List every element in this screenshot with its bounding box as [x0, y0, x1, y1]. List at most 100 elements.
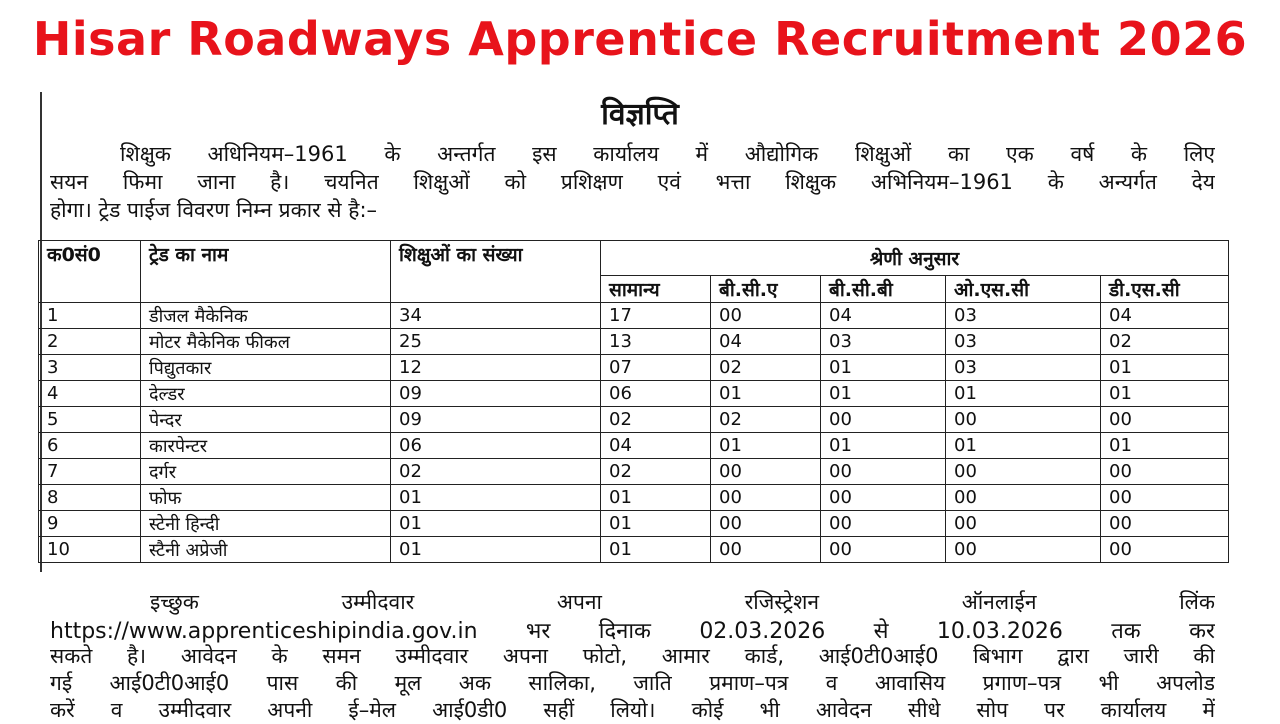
- table-cell: 2: [38, 328, 141, 355]
- table-cell: 00: [945, 406, 1101, 433]
- header-cell: बी.सी.बी: [820, 275, 946, 303]
- table-cell: 4: [38, 380, 141, 407]
- table-cell: 9: [38, 510, 141, 537]
- table-cell: मोटर मैकेनिक फीकल: [140, 328, 391, 355]
- table-cell: 00: [710, 458, 821, 485]
- table-cell: 7: [38, 458, 141, 485]
- table-cell: 01: [945, 380, 1101, 407]
- table-cell: देल्डर: [140, 380, 391, 407]
- table-cell: 03: [945, 302, 1101, 329]
- footer-line: https://www.apprenticeshipindia.gov.in भ…: [50, 619, 1215, 644]
- table-cell: 00: [820, 458, 946, 485]
- table-cell: 00: [820, 536, 946, 563]
- table-cell: 25: [390, 328, 601, 355]
- table-cell: 01: [945, 432, 1101, 459]
- table-cell: फोफ: [140, 484, 391, 511]
- table-cell: 8: [38, 484, 141, 511]
- table-cell: 01: [710, 380, 821, 407]
- table-cell: 00: [710, 302, 821, 329]
- table-cell: 13: [600, 328, 711, 355]
- table-cell: 00: [710, 510, 821, 537]
- table-cell: 00: [1100, 484, 1229, 511]
- table-cell: कारपेन्टर: [140, 432, 391, 459]
- table-cell: 01: [1100, 380, 1229, 407]
- header-cell: श्रेणी अनुसार: [600, 240, 1229, 276]
- table-cell: 00: [945, 458, 1101, 485]
- table-cell: 00: [1100, 536, 1229, 563]
- table-cell: 00: [1100, 406, 1229, 433]
- header-cell: ट्रेड का नाम: [140, 240, 391, 303]
- header-row: सामान्य बी.सी.ए बी.सी.बी ओ.एस.सी डी.एस.सी: [39, 275, 1229, 303]
- table-cell: 01: [600, 536, 711, 563]
- table-cell: 07: [600, 354, 711, 381]
- table-cell: 01: [710, 432, 821, 459]
- footer-line: इच्छुक उम्मीदवार अपना रजिस्ट्रेशन ऑनलाईन…: [150, 590, 1215, 614]
- table-cell: 00: [945, 536, 1101, 563]
- table-cell: 00: [1100, 458, 1229, 485]
- table-cell: 17: [600, 302, 711, 329]
- table-cell: 00: [820, 510, 946, 537]
- table-row: 6 कारपेन्टर 06 04 01 01 01 01: [38, 432, 1229, 459]
- table-cell: पिद्युतकार: [140, 354, 391, 381]
- table-cell: 00: [710, 536, 821, 563]
- table-row: 8 फोफ 01 01 00 00 00 00: [38, 484, 1229, 511]
- table-body: 1 डीजल मैकेनिक 34 17 00 04 03 04 2 मोटर मैकेनिक फ…: [38, 302, 1229, 563]
- table-cell: 01: [600, 484, 711, 511]
- table-cell: पेन्दर: [140, 406, 391, 433]
- table-cell: 00: [820, 406, 946, 433]
- table-cell: 01: [1100, 354, 1229, 381]
- table-cell: 3: [38, 354, 141, 381]
- table-cell: 12: [390, 354, 601, 381]
- table-cell: स्टेनी हिन्दी: [140, 510, 391, 537]
- table-cell: 02: [1100, 328, 1229, 355]
- notice-heading: विज्ञप्ति: [601, 97, 679, 132]
- header-cell: सामान्य: [600, 275, 711, 303]
- table-cell: 6: [38, 432, 141, 459]
- table-cell: 03: [945, 354, 1101, 381]
- footer-line: गई आई0टी0आई0 पास की मूल अक सालिका, जाति …: [50, 671, 1215, 695]
- table-row: 1 डीजल मैकेनिक 34 17 00 04 03 04: [38, 302, 1229, 329]
- table-cell: 02: [710, 354, 821, 381]
- header-cell: शिक्षुओं का संख्या: [390, 240, 601, 303]
- table-cell: दर्गर: [140, 458, 391, 485]
- table-cell: 02: [600, 406, 711, 433]
- intro-line: शिक्षुक अधिनियम–1961 के अन्तर्गत इस कार्…: [120, 142, 1215, 166]
- table-cell: 04: [710, 328, 821, 355]
- table-cell: 00: [945, 484, 1101, 511]
- table-cell: 04: [600, 432, 711, 459]
- table-cell: 00: [710, 484, 821, 511]
- header-cell: ओ.एस.सी: [945, 275, 1101, 303]
- table-cell: डीजल मैकेनिक: [140, 302, 391, 329]
- table-cell: 01: [390, 484, 601, 511]
- table-cell: 00: [945, 510, 1101, 537]
- table-cell: 34: [390, 302, 601, 329]
- table-cell: 03: [945, 328, 1101, 355]
- table-row: 4 देल्डर 09 06 01 01 01 01: [38, 380, 1229, 407]
- table-cell: 00: [1100, 510, 1229, 537]
- table-cell: 04: [1100, 302, 1229, 329]
- table-cell: स्टैनी अप्रेजी: [140, 536, 391, 563]
- table-cell: 00: [820, 484, 946, 511]
- table-cell: 02: [600, 458, 711, 485]
- table-row: 5 पेन्दर 09 02 02 00 00 00: [38, 406, 1229, 433]
- table-cell: 04: [820, 302, 946, 329]
- table-cell: 03: [820, 328, 946, 355]
- footer-line: सकते है। आवेदन के समन उम्मीदवार अपना फोट…: [50, 644, 1215, 668]
- intro-line: सयन फिमा जाना है। चयनित शिक्षुओं को प्रश…: [50, 170, 1215, 194]
- table-cell: 02: [390, 458, 601, 485]
- table-row: 10 स्टैनी अप्रेजी 01 01 00 00 00 00: [38, 536, 1229, 563]
- table-cell: 09: [390, 406, 601, 433]
- table-cell: 02: [710, 406, 821, 433]
- table-row: 3 पिद्युतकार 12 07 02 01 03 01: [38, 354, 1229, 381]
- table-row: 7 दर्गर 02 02 00 00 00 00: [38, 458, 1229, 485]
- table-cell: 06: [600, 380, 711, 407]
- table-cell: 01: [1100, 432, 1229, 459]
- table-cell: 5: [38, 406, 141, 433]
- table-cell: 01: [390, 510, 601, 537]
- table-row: 9 स्टेनी हिन्दी 01 01 00 00 00 00: [38, 510, 1229, 537]
- header-cell: डी.एस.सी: [1100, 275, 1229, 303]
- table-cell: 06: [390, 432, 601, 459]
- footer-line: करें व उम्मीदवार अपनी ई–मेल आई0डी0 सहीं …: [50, 698, 1215, 722]
- trade-table: क0सं0 ट्रेड का नाम शिक्षुओं का संख्या श्…: [38, 240, 1229, 563]
